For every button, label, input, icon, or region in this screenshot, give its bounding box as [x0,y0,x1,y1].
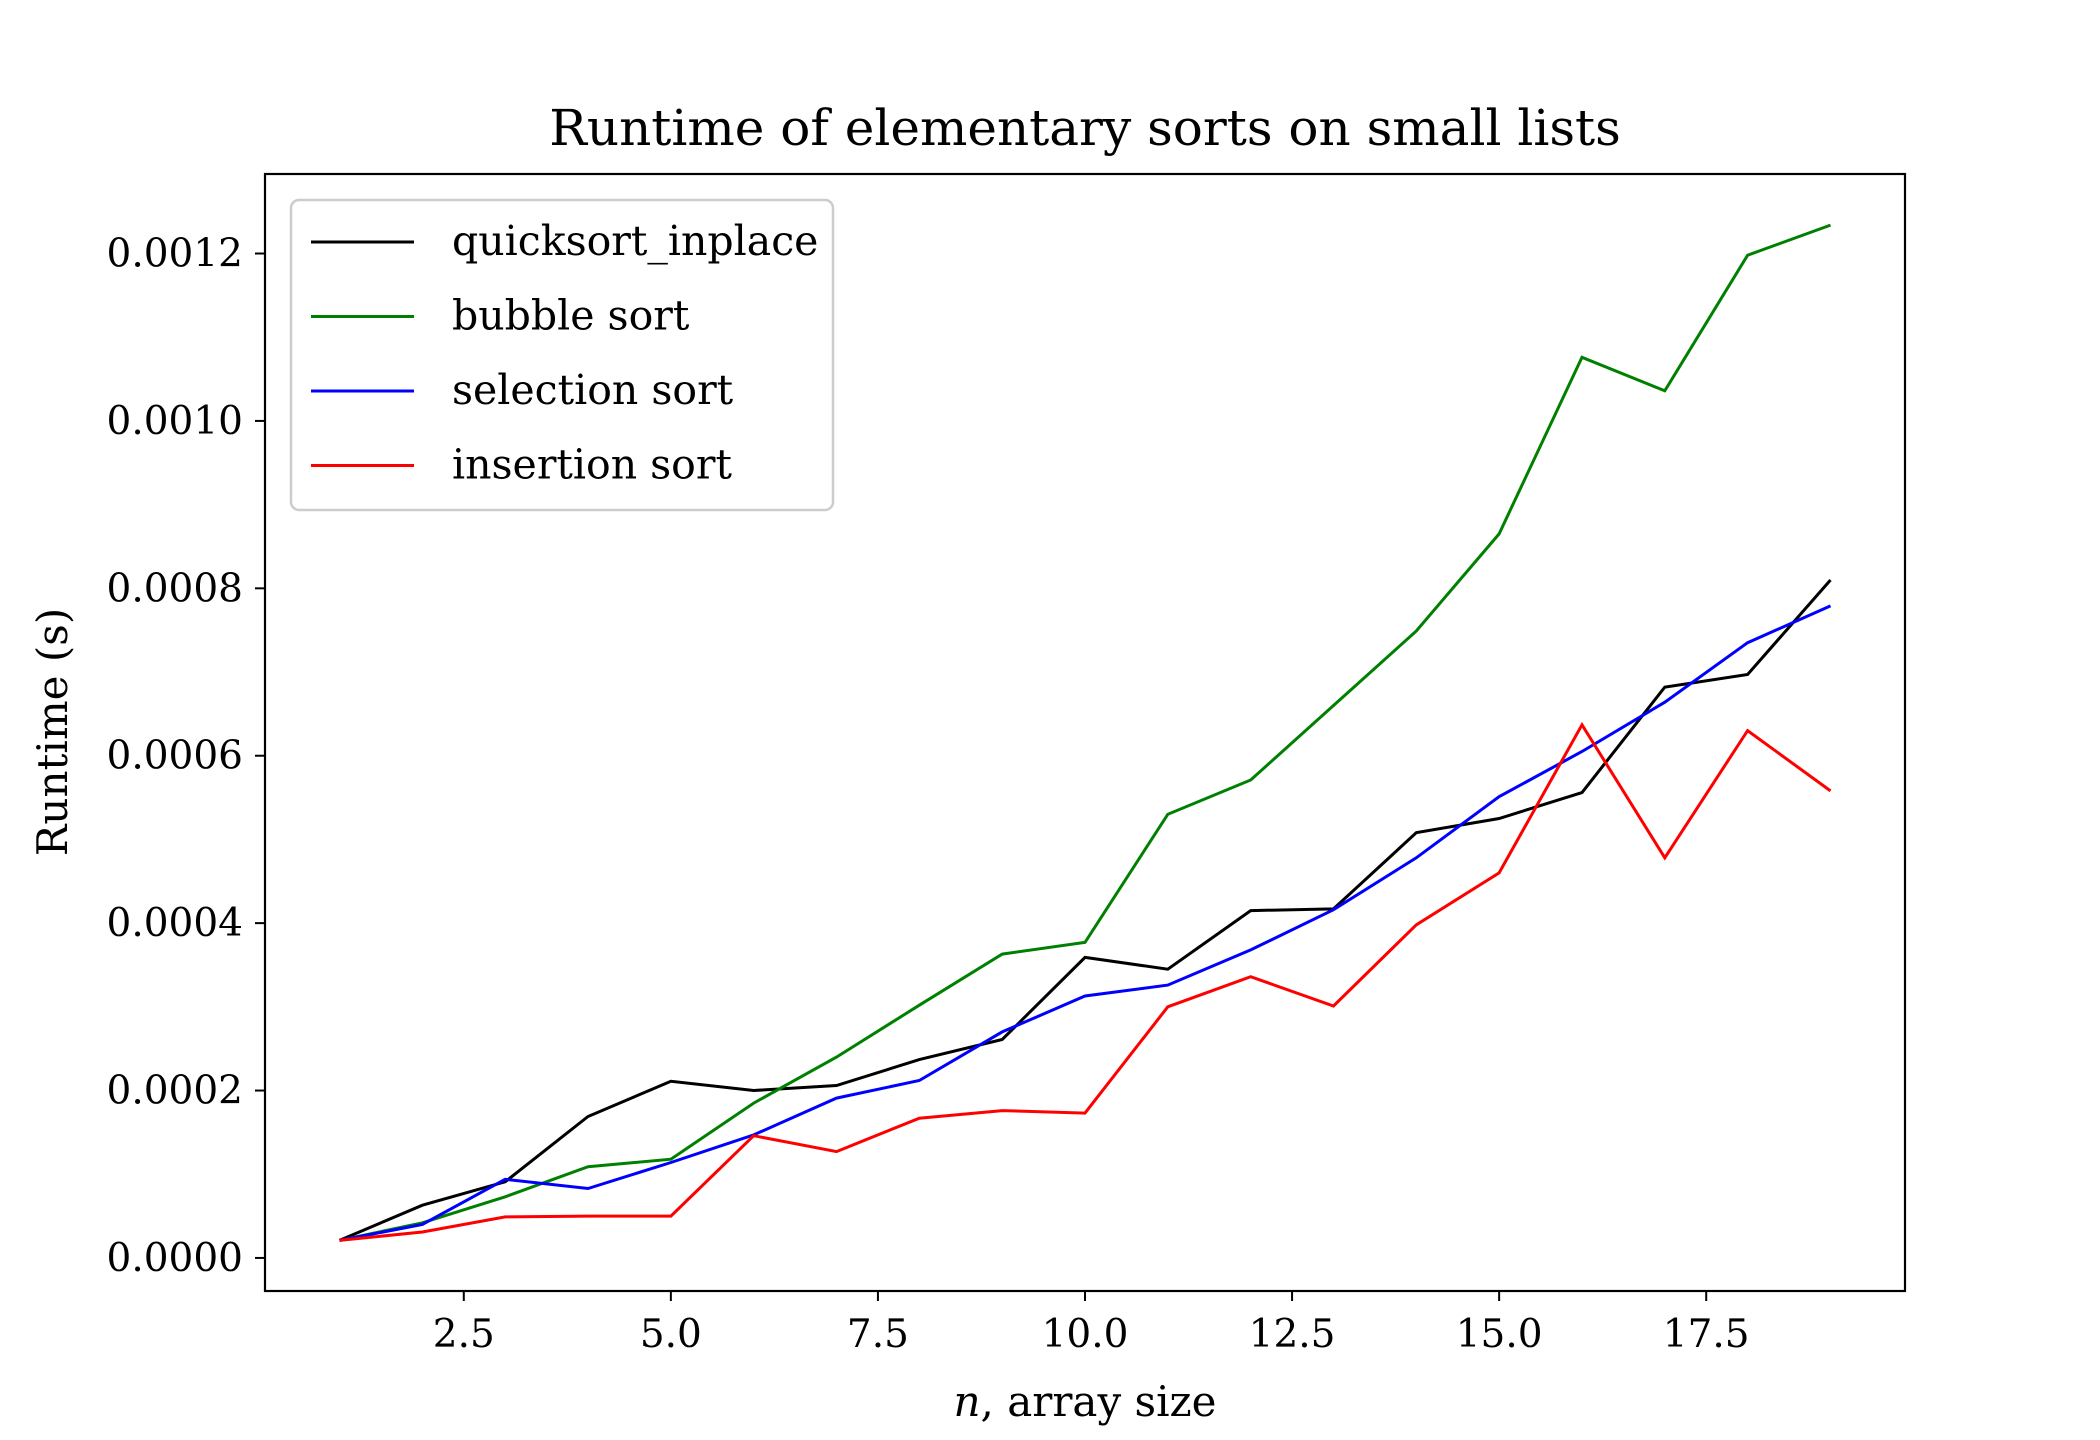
legend-label: bubble sort [452,292,690,340]
x-axis-label-variable: n [953,1377,980,1426]
y-tick-label: 0.0006 [107,734,243,779]
series-bubble-sort [339,223,1832,1242]
x-axis-ticks: 2.5 5.0 7.5 10.0 12.5 15.0 17.5 [433,1291,1750,1357]
y-tick-label: 0.0004 [107,901,243,946]
x-tick-label: 17.5 [1663,1312,1750,1357]
x-tick-label: 7.5 [847,1312,909,1357]
x-tick-label: 5.0 [640,1312,702,1357]
chart-title: Runtime of elementary sorts on small lis… [549,99,1621,157]
y-axis-ticks: 0.0000 0.0002 0.0004 0.0006 0.0008 0.0010 0.00… [107,232,265,1281]
plot-series [338,223,1832,1242]
legend-label: quicksort_inplace [452,217,818,265]
x-tick-label: 12.5 [1249,1312,1336,1357]
x-tick-label: 15.0 [1456,1312,1543,1357]
x-tick-label: 10.0 [1042,1312,1129,1357]
y-tick-label: 0.0002 [107,1069,243,1114]
x-axis-label: n, array size [953,1377,1216,1426]
series-selection-sort [339,604,1832,1242]
legend-label: insertion sort [452,441,732,489]
plot-area-frame [263,172,1907,1293]
legend-entry-selection-sort: selection sort [311,366,734,414]
legend-label: selection sort [452,366,734,414]
y-tick-label: 0.0008 [107,566,243,611]
series-insertion-sort [339,721,1832,1242]
legend-box [289,198,835,512]
y-tick-label: 0.0010 [107,399,243,444]
x-axis-label-text: , array size [981,1377,1217,1426]
legend-entry-bubble-sort: bubble sort [311,292,690,340]
legend-entry-quicksort-inplace: quicksort_inplace [311,217,818,265]
y-axis-label: Runtime (s) [28,608,77,856]
legend-entry-insertion-sort: insertion sort [311,441,732,489]
y-tick-label: 0.0012 [107,232,243,277]
x-tick-label: 2.5 [433,1312,495,1357]
y-tick-label: 0.0000 [107,1236,243,1281]
